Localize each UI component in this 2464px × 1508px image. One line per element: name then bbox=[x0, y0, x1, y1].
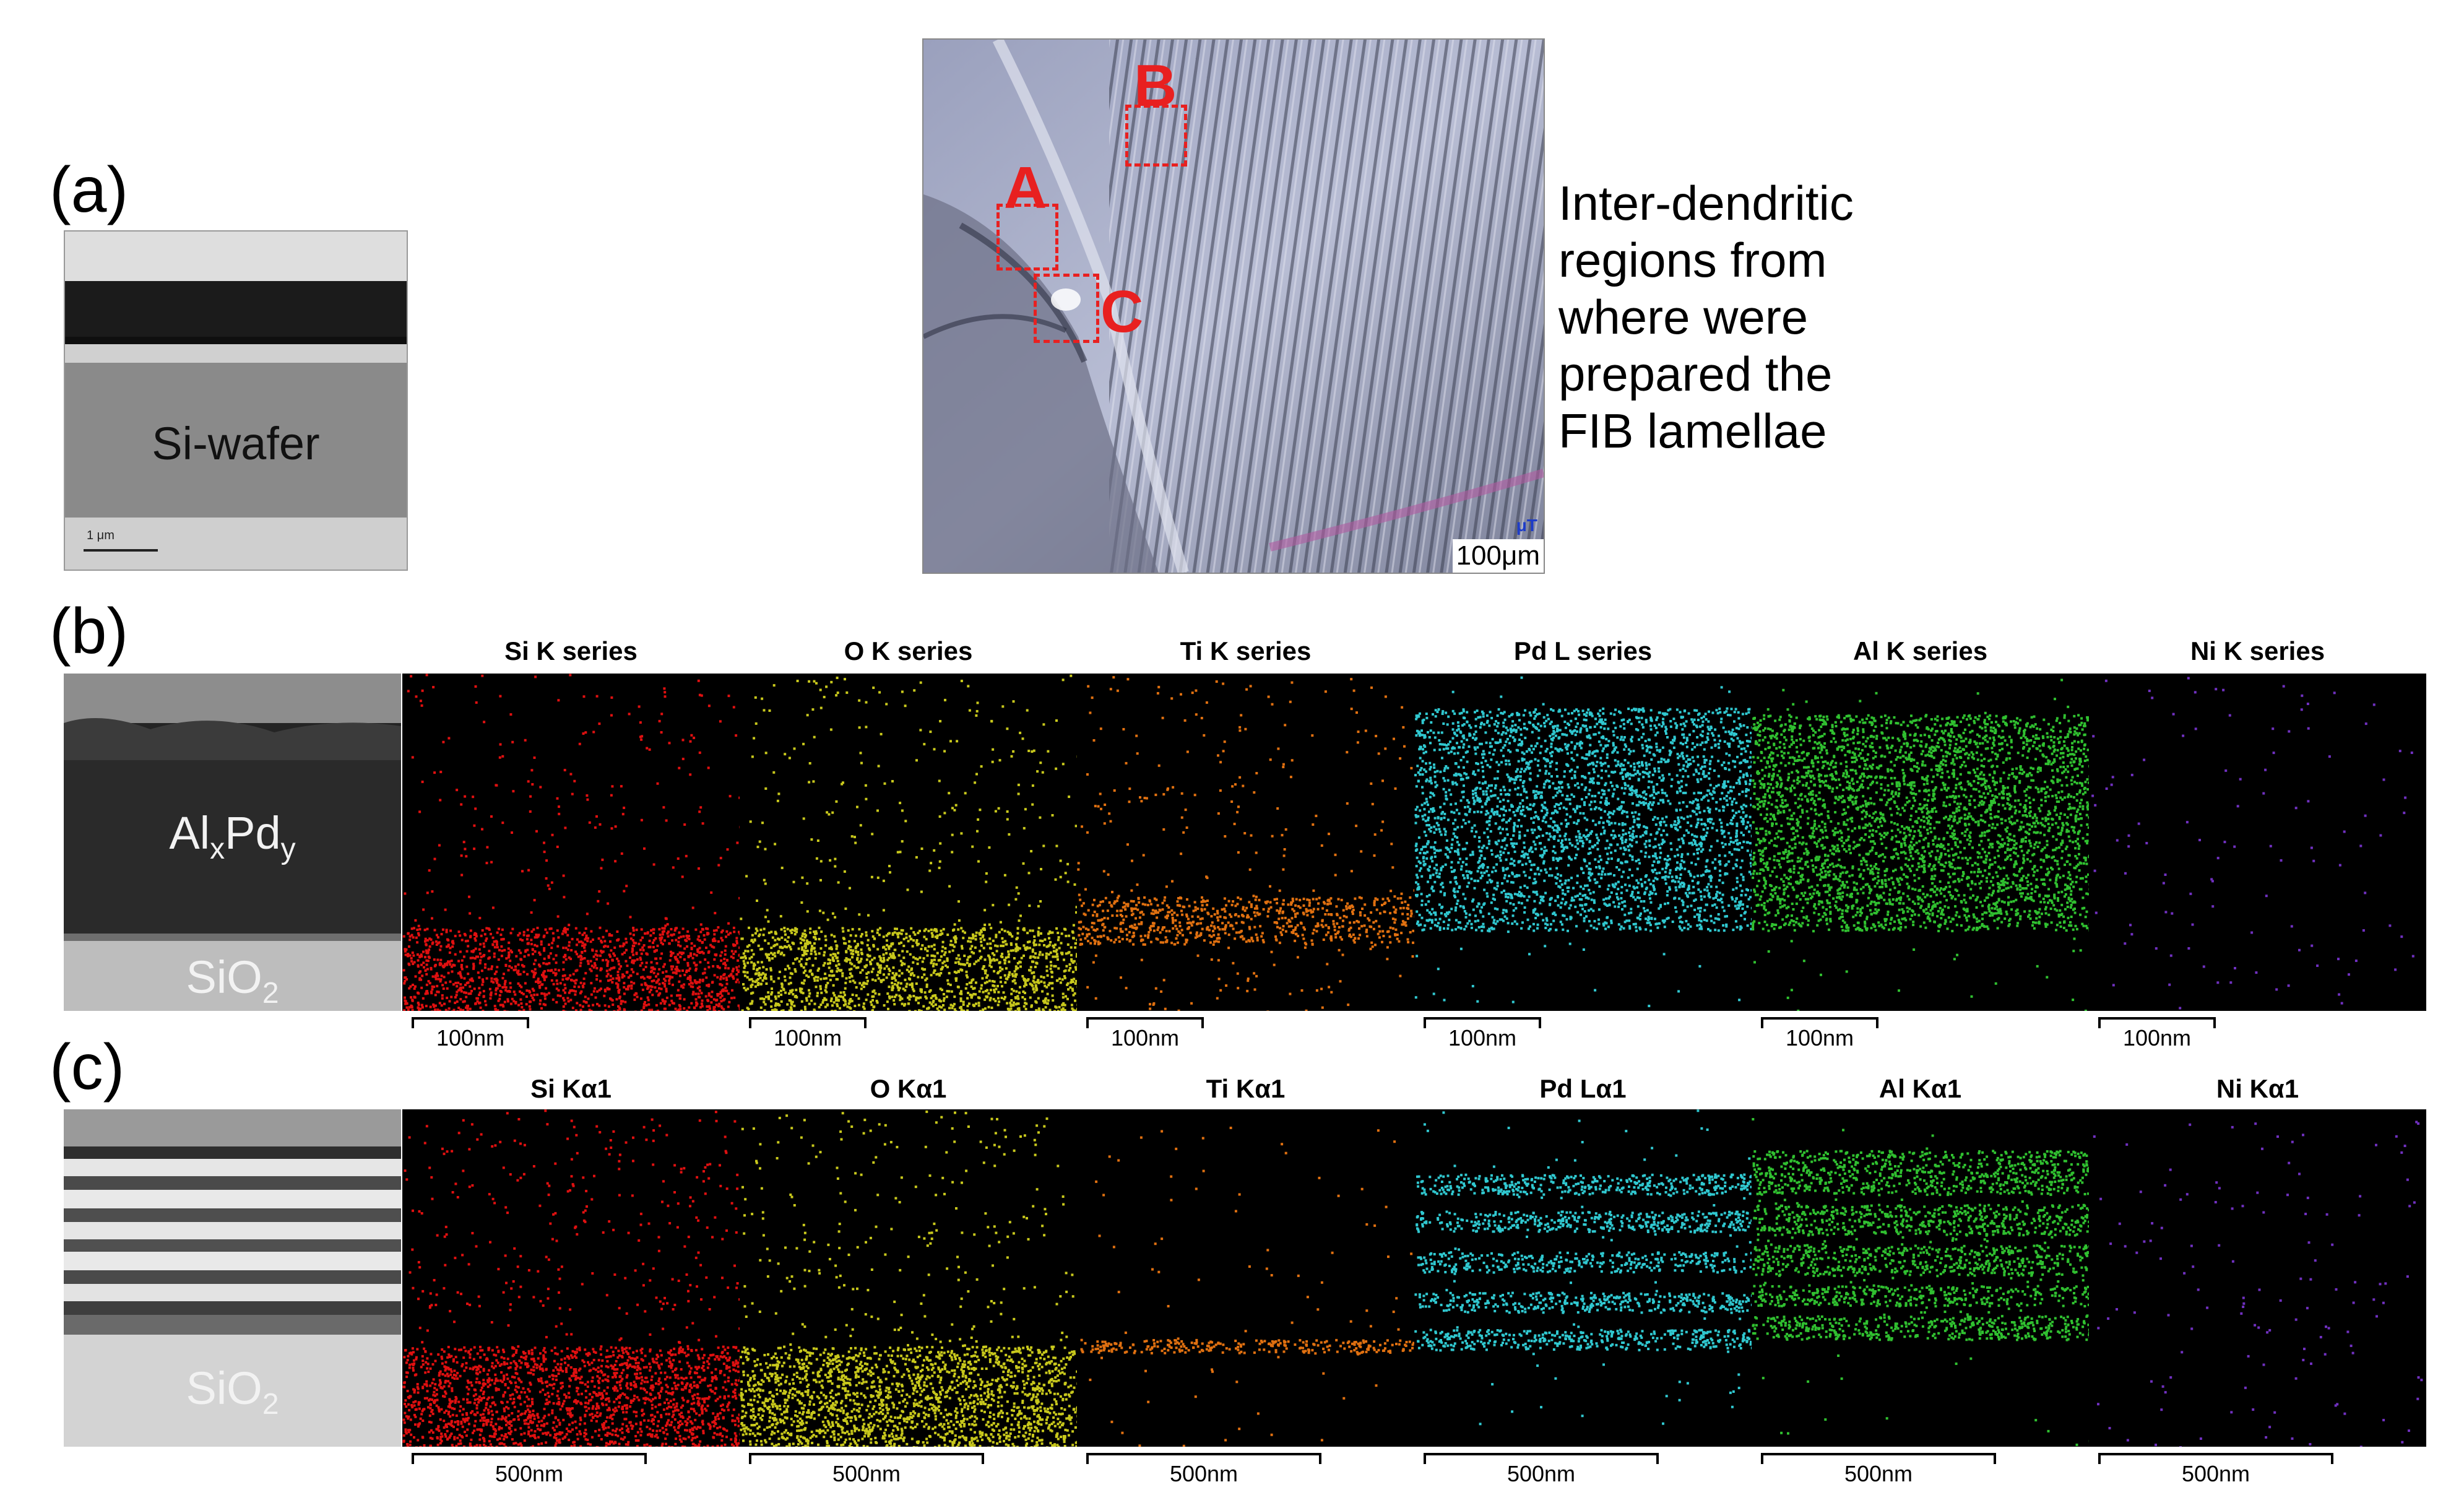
si-wafer-cross-section bbox=[65, 232, 407, 570]
eds-map-dots bbox=[1752, 678, 2089, 1011]
scale-bar-label: 500nm bbox=[1086, 1461, 1321, 1487]
scale-bar-label: 500nm bbox=[1424, 1461, 1659, 1487]
sio2-label-b: SiO2 bbox=[64, 951, 401, 1010]
alxpdy-x: x bbox=[210, 833, 225, 865]
panel-a-scale-text: 1 μm bbox=[87, 529, 115, 543]
eds-map bbox=[402, 674, 740, 1011]
eds-map bbox=[1752, 1109, 2089, 1447]
map-title: Si Kα1 bbox=[402, 1074, 740, 1104]
micrograph-corner-icon: μT bbox=[1516, 516, 1537, 535]
sio2-label-c: SiO2 bbox=[64, 1362, 401, 1421]
scale-bar bbox=[412, 1017, 529, 1028]
scale-bar-label: 500nm bbox=[412, 1461, 647, 1487]
scale-bar-label: 100nm bbox=[1424, 1025, 1541, 1051]
caption-line-3: where were bbox=[1558, 288, 1854, 345]
scale-bar-label: 500nm bbox=[2098, 1461, 2333, 1487]
map-title: Ti Kα1 bbox=[1077, 1074, 1414, 1104]
eds-map bbox=[1414, 1109, 1752, 1447]
sio2-c-sub: 2 bbox=[262, 1388, 279, 1421]
scale-bar bbox=[1424, 1017, 1541, 1028]
eds-map-dots bbox=[1752, 1118, 2089, 1446]
eds-map bbox=[1077, 1109, 1414, 1447]
dendrite-image bbox=[923, 40, 1544, 573]
scale-bar bbox=[1086, 1453, 1321, 1464]
region-b-box bbox=[1125, 105, 1187, 167]
eds-map bbox=[1752, 674, 2089, 1011]
scale-bar-label: 100nm bbox=[2098, 1025, 2216, 1051]
region-b-marker: B bbox=[1134, 52, 1177, 120]
scale-bar bbox=[749, 1017, 867, 1028]
map-title: O Kα1 bbox=[740, 1074, 1077, 1104]
map-title: Si K series bbox=[402, 636, 740, 666]
panel-c-stem-image: SiO2 bbox=[64, 1109, 401, 1447]
scale-bar-label: 100nm bbox=[412, 1025, 529, 1051]
scale-bar bbox=[1424, 1453, 1659, 1464]
scale-bar bbox=[2098, 1017, 2216, 1028]
scale-bar-label: 100nm bbox=[1761, 1025, 1878, 1051]
scale-bar bbox=[1761, 1453, 1996, 1464]
region-a-box bbox=[996, 204, 1058, 271]
map-title: Al K series bbox=[1752, 636, 2089, 666]
region-a-marker: A bbox=[1004, 154, 1047, 222]
map-title: Pd Lα1 bbox=[1414, 1074, 1752, 1104]
eds-map-dots bbox=[1080, 1127, 1414, 1447]
panel-a-tem-image: Si-wafer 1 μm bbox=[64, 230, 408, 571]
micrograph-caption: Inter-dendritic regions from where were … bbox=[1558, 175, 1854, 459]
map-title: Ni K series bbox=[2089, 636, 2426, 666]
eds-map bbox=[740, 674, 1077, 1011]
eds-map-dots bbox=[2091, 677, 2414, 1010]
scale-bar bbox=[2098, 1453, 2333, 1464]
eds-map-dots bbox=[1077, 676, 1414, 1011]
scale-bar bbox=[412, 1453, 647, 1464]
map-title: Ni Kα1 bbox=[2089, 1074, 2426, 1104]
panel-a-label: (a) bbox=[50, 158, 128, 222]
scale-bar-label: 500nm bbox=[749, 1461, 984, 1487]
caption-line-2: regions from bbox=[1558, 232, 1854, 288]
eds-map bbox=[402, 1109, 740, 1447]
caption-line-5: FIB lamellae bbox=[1558, 402, 1854, 459]
region-c-marker: C bbox=[1100, 278, 1143, 346]
micrograph-scale-text: 100μm bbox=[1452, 539, 1544, 573]
alxpdy-al: Al bbox=[169, 807, 210, 859]
sio2-b-main: SiO bbox=[186, 951, 262, 1003]
scale-bar-label: 100nm bbox=[749, 1025, 867, 1051]
scale-bar-label: 100nm bbox=[1086, 1025, 1204, 1051]
eds-map-dots bbox=[2093, 1120, 2423, 1447]
eds-map bbox=[1414, 674, 1752, 1011]
map-title: Pd L series bbox=[1414, 636, 1752, 666]
panel-b-label: (b) bbox=[50, 599, 128, 664]
scale-bar bbox=[1086, 1017, 1204, 1028]
scale-bar-label: 500nm bbox=[1761, 1461, 1996, 1487]
map-title: Al Kα1 bbox=[1752, 1074, 2089, 1104]
eds-map bbox=[2089, 674, 2426, 1011]
si-wafer-label: Si-wafer bbox=[65, 417, 407, 470]
alxpdy-label: AlxPdy bbox=[64, 807, 401, 866]
alxpdy-pd: Pd bbox=[225, 807, 281, 859]
caption-line-1: Inter-dendritic bbox=[1558, 175, 1854, 232]
alxpdy-y: y bbox=[281, 833, 296, 865]
panel-c-label: (c) bbox=[50, 1035, 124, 1099]
map-title: Ti K series bbox=[1077, 636, 1414, 666]
scale-bar bbox=[1761, 1017, 1878, 1028]
eds-map-dots bbox=[740, 674, 1077, 1011]
eds-map bbox=[1077, 674, 1414, 1011]
sio2-b-sub: 2 bbox=[262, 977, 279, 1010]
optical-micrograph: B A C 100μm μT bbox=[922, 38, 1545, 574]
eds-map-dots bbox=[1414, 676, 1752, 1007]
scale-bar bbox=[749, 1453, 984, 1464]
eds-map-dots bbox=[1414, 1109, 1752, 1426]
eds-map-dots bbox=[402, 674, 740, 1011]
caption-line-4: prepared the bbox=[1558, 345, 1854, 402]
eds-map bbox=[2089, 1109, 2426, 1447]
map-title: O K series bbox=[740, 636, 1077, 666]
region-c-box bbox=[1034, 274, 1099, 343]
panel-b-stem-image: AlxPdy SiO2 bbox=[64, 674, 401, 1011]
sio2-c-main: SiO bbox=[186, 1363, 262, 1414]
eds-map-dots bbox=[740, 1110, 1077, 1447]
eds-map bbox=[740, 1109, 1077, 1447]
eds-map-dots bbox=[402, 1109, 740, 1447]
